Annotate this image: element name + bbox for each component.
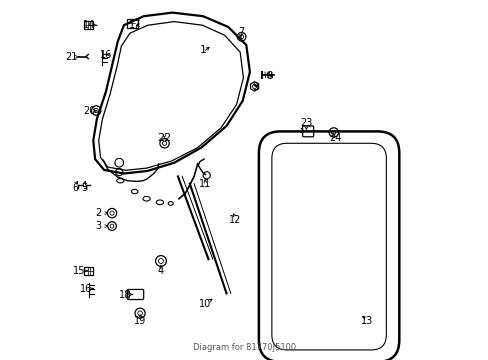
Text: 17: 17 xyxy=(128,20,141,30)
Text: 15: 15 xyxy=(73,266,85,276)
Text: 24: 24 xyxy=(328,132,341,143)
Text: 16: 16 xyxy=(100,50,112,60)
Text: 9: 9 xyxy=(252,82,258,92)
Text: 20: 20 xyxy=(82,106,95,116)
Text: 22: 22 xyxy=(157,132,171,143)
Text: 2: 2 xyxy=(95,208,102,218)
Text: 5: 5 xyxy=(81,183,87,193)
Text: 3: 3 xyxy=(96,221,102,231)
Text: 8: 8 xyxy=(266,71,272,81)
Text: 16: 16 xyxy=(80,284,92,294)
Text: 4: 4 xyxy=(158,266,163,276)
Text: Diagram for 81770J5100: Diagram for 81770J5100 xyxy=(193,343,295,352)
Text: 11: 11 xyxy=(198,179,211,189)
Text: 23: 23 xyxy=(300,118,312,128)
Text: 21: 21 xyxy=(64,52,77,62)
Text: 19: 19 xyxy=(134,316,146,326)
Text: 13: 13 xyxy=(360,316,372,326)
Text: 1: 1 xyxy=(199,45,206,55)
Text: 7: 7 xyxy=(237,27,244,37)
Text: 12: 12 xyxy=(229,215,241,225)
Text: 18: 18 xyxy=(119,290,131,300)
Text: 10: 10 xyxy=(198,299,211,309)
Text: 14: 14 xyxy=(82,20,95,30)
Text: 6: 6 xyxy=(72,183,78,193)
